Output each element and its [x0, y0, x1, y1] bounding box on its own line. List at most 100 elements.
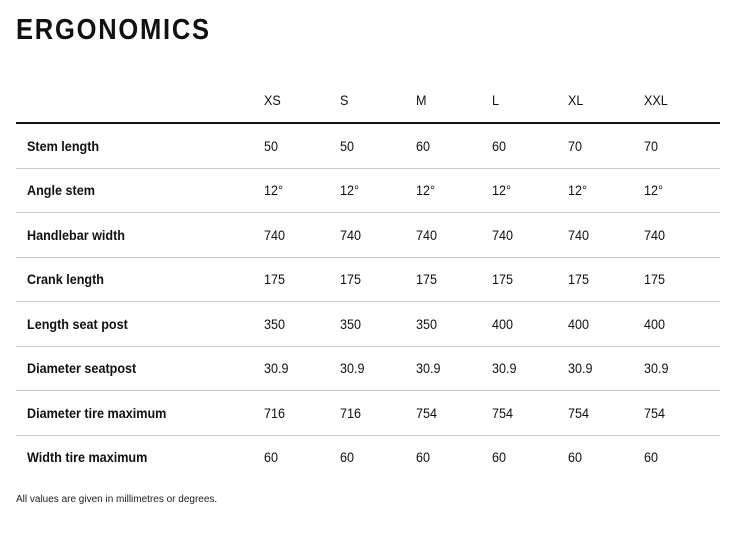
- table-cell: 30.9: [263, 346, 340, 391]
- row-label: Crank length: [27, 271, 105, 288]
- table-cell: 30.9: [491, 346, 568, 391]
- column-header: XXL: [643, 78, 720, 124]
- table-header-row: XS S M L XL XXL: [16, 78, 720, 124]
- table-cell: 400: [643, 301, 720, 347]
- table-row: Width tire maximum 60 60 60 60 60 60: [16, 435, 720, 479]
- cell-value: 400: [567, 315, 589, 332]
- table-cell: 350: [415, 301, 492, 347]
- table-cell: 400: [491, 301, 568, 347]
- table-row: Stem length 50 50 60 60 70 70: [16, 123, 720, 169]
- row-label: Length seat post: [27, 315, 128, 332]
- table-row: Angle stem 12° 12° 12° 12° 12° 12°: [16, 168, 720, 213]
- table-cell: 740: [263, 212, 340, 258]
- table-cell: 175: [643, 257, 720, 302]
- row-label-cell: Diameter seatpost: [16, 346, 264, 391]
- table-row: Length seat post 350 350 350 400 400 400: [16, 301, 720, 347]
- cell-value: 60: [263, 449, 278, 466]
- cell-value: 716: [263, 404, 285, 421]
- cell-value: 740: [491, 226, 513, 243]
- cell-value: 350: [339, 315, 361, 332]
- cell-value: 60: [415, 449, 430, 466]
- row-label: Stem length: [27, 137, 100, 154]
- column-header: XS: [263, 78, 340, 124]
- table-cell: 60: [491, 123, 568, 169]
- cell-value: 754: [415, 404, 437, 421]
- table-cell: 12°: [339, 168, 416, 213]
- cell-value: 12°: [567, 182, 587, 199]
- row-label-cell: Crank length: [16, 257, 264, 302]
- cell-value: 60: [567, 449, 582, 466]
- cell-value: 175: [491, 271, 513, 288]
- table-cell: 740: [643, 212, 720, 258]
- row-label-cell: Width tire maximum: [16, 435, 264, 479]
- table-cell: 70: [567, 123, 644, 169]
- table-cell: 12°: [263, 168, 340, 213]
- column-header-label: XL: [567, 92, 584, 108]
- cell-value: 12°: [415, 182, 435, 199]
- row-label: Handlebar width: [27, 226, 126, 243]
- cell-value: 30.9: [567, 360, 593, 377]
- row-label: Width tire maximum: [27, 449, 148, 466]
- cell-value: 70: [567, 137, 582, 154]
- table-cell: 60: [340, 435, 416, 479]
- table-cell: 50: [263, 123, 340, 169]
- table-cell: 30.9: [567, 346, 644, 391]
- table-cell: 70: [643, 123, 720, 169]
- table-cell: 30.9: [415, 346, 492, 391]
- column-header-label: M: [415, 92, 427, 108]
- footnote: All values are given in millimetres or d…: [16, 494, 218, 505]
- table-cell: 716: [263, 390, 340, 436]
- cell-value: 70: [643, 137, 658, 154]
- table-cell: 175: [415, 257, 492, 302]
- table-cell: 60: [416, 435, 492, 479]
- cell-value: 60: [491, 449, 506, 466]
- table-cell: 60: [644, 435, 720, 479]
- cell-value: 740: [415, 226, 437, 243]
- table-cell: 175: [491, 257, 568, 302]
- table-cell: 60: [415, 123, 492, 169]
- table-cell: 400: [567, 301, 644, 347]
- ergonomics-table: XS S M L XL XXL Stem length 50 50 60 60 70 70 A…: [16, 78, 720, 479]
- cell-value: 740: [567, 226, 589, 243]
- cell-value: 12°: [263, 182, 283, 199]
- table-cell: 60: [568, 435, 644, 479]
- table-row: Crank length 175 175 175 175 175 175: [16, 257, 720, 302]
- column-header-label: S: [339, 92, 349, 108]
- header-label-cell: [16, 78, 264, 124]
- table-row: Diameter tire maximum 716 716 754 754 754 754: [16, 390, 720, 436]
- table-cell: 175: [339, 257, 416, 302]
- row-label-cell: Angle stem: [16, 168, 264, 213]
- table-cell: 60: [492, 435, 568, 479]
- table-cell: 12°: [415, 168, 492, 213]
- column-header-label: XS: [263, 92, 281, 108]
- table-row: Diameter seatpost 30.9 30.9 30.9 30.9 30.9 30.…: [16, 346, 720, 391]
- table-cell: 754: [491, 390, 568, 436]
- row-label-cell: Stem length: [16, 123, 264, 169]
- cell-value: 30.9: [643, 360, 669, 377]
- column-header: XL: [567, 78, 644, 124]
- row-label: Angle stem: [27, 182, 95, 199]
- table-cell: 350: [339, 301, 416, 347]
- cell-value: 12°: [491, 182, 511, 199]
- cell-value: 740: [643, 226, 665, 243]
- cell-value: 350: [415, 315, 437, 332]
- cell-value: 175: [415, 271, 437, 288]
- cell-value: 400: [491, 315, 513, 332]
- cell-value: 754: [643, 404, 665, 421]
- cell-value: 175: [263, 271, 285, 288]
- table-body: Stem length 50 50 60 60 70 70 Angle stem 12° 12° 1…: [16, 123, 720, 479]
- cell-value: 30.9: [491, 360, 517, 377]
- cell-value: 740: [339, 226, 361, 243]
- cell-value: 716: [339, 404, 361, 421]
- cell-value: 754: [567, 404, 589, 421]
- row-label: Diameter seatpost: [27, 360, 137, 377]
- cell-value: 50: [263, 137, 278, 154]
- row-label-cell: Length seat post: [16, 301, 264, 347]
- row-label: Diameter tire maximum: [27, 404, 167, 421]
- cell-value: 60: [491, 137, 506, 154]
- cell-value: 754: [491, 404, 513, 421]
- table-cell: 12°: [643, 168, 720, 213]
- table-cell: 740: [339, 212, 416, 258]
- cell-value: 60: [339, 449, 354, 466]
- cell-value: 12°: [643, 182, 663, 199]
